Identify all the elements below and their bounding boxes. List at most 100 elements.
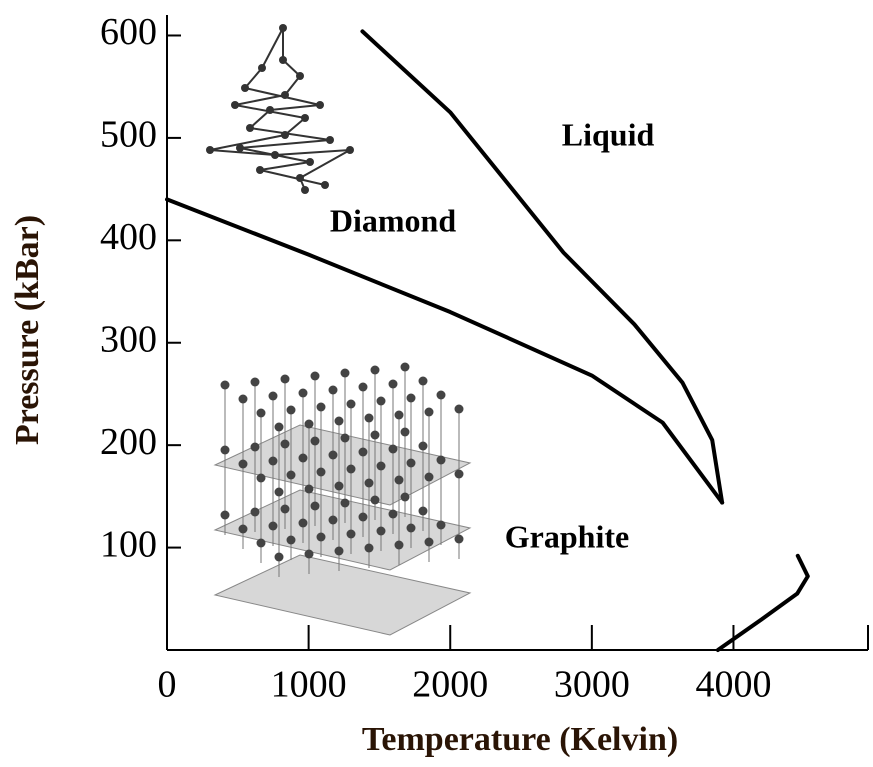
graphite-atom bbox=[250, 507, 260, 517]
graphite-atom bbox=[280, 439, 290, 449]
y-tick-label: 600 bbox=[100, 11, 157, 53]
graphite-atom bbox=[406, 523, 416, 533]
graphite-atom bbox=[418, 441, 428, 451]
graphite-atom bbox=[328, 385, 338, 395]
diamond-bond bbox=[209, 149, 276, 156]
graphite-atom bbox=[298, 388, 308, 398]
graphite-atom bbox=[274, 487, 284, 497]
graphite-atom bbox=[298, 453, 308, 463]
diamond-bond bbox=[261, 27, 284, 69]
graphite-atom bbox=[424, 407, 434, 417]
graphite-atom bbox=[400, 492, 410, 502]
graphite-atom bbox=[364, 413, 374, 423]
diamond-bond bbox=[259, 161, 311, 171]
graphite-atom bbox=[358, 382, 368, 392]
graphite-atom bbox=[316, 467, 326, 477]
diamond-atom bbox=[279, 24, 287, 32]
diamond-atom bbox=[326, 136, 334, 144]
graphite-atom bbox=[286, 535, 296, 545]
graphite-atom bbox=[436, 520, 446, 530]
graphite-atom bbox=[370, 430, 380, 440]
graphite-atom bbox=[298, 518, 308, 528]
graphite-atom bbox=[274, 552, 284, 562]
graphite-atom bbox=[238, 394, 248, 404]
graphite-atom bbox=[346, 399, 356, 409]
graphite-atom bbox=[358, 512, 368, 522]
graphite-atom bbox=[238, 459, 248, 469]
graphite-atom bbox=[256, 408, 266, 418]
graphite-atom bbox=[346, 529, 356, 539]
graphite-atom bbox=[364, 478, 374, 488]
graphite-atom bbox=[340, 433, 350, 443]
graphite-atom bbox=[370, 495, 380, 505]
diamond-atom bbox=[206, 146, 214, 154]
x-tick-label: 0 bbox=[158, 664, 177, 706]
graphite-atom bbox=[358, 447, 368, 457]
diamond-bond bbox=[269, 104, 321, 111]
diamond-atom bbox=[246, 124, 254, 132]
graphite-atom bbox=[454, 534, 464, 544]
diamond-bond bbox=[259, 169, 326, 186]
diamond-atom bbox=[281, 131, 289, 139]
graphite-atom bbox=[418, 376, 428, 386]
graphite-atom bbox=[454, 404, 464, 414]
diamond-atom bbox=[258, 64, 266, 72]
graphite-atom bbox=[424, 537, 434, 547]
graphite-atom bbox=[274, 422, 284, 432]
diamond-atom bbox=[241, 84, 249, 92]
graphite-atom bbox=[406, 393, 416, 403]
diamond-bond bbox=[249, 127, 331, 141]
graphite-atom bbox=[316, 532, 326, 542]
graphite-atom bbox=[220, 380, 230, 390]
graphite-atom bbox=[280, 374, 290, 384]
diamond-atom bbox=[301, 114, 309, 122]
region-label: Diamond bbox=[330, 202, 456, 238]
y-tick-label: 200 bbox=[100, 421, 157, 463]
diamond-atom bbox=[236, 144, 244, 152]
graphite-atom bbox=[304, 484, 314, 494]
diamond-atom bbox=[296, 174, 304, 182]
diamond-atom bbox=[279, 56, 287, 64]
diamond-atom bbox=[321, 181, 329, 189]
crystal-illustrations bbox=[206, 24, 472, 636]
graphite-atom bbox=[364, 543, 374, 553]
graphite-atom bbox=[340, 498, 350, 508]
diamond-atom bbox=[296, 72, 304, 80]
diamond-atom bbox=[306, 158, 314, 166]
x-tick-label: 1000 bbox=[271, 664, 347, 706]
graphite-atom bbox=[376, 396, 386, 406]
graphite-atom bbox=[340, 368, 350, 378]
graphite-atom bbox=[394, 540, 404, 550]
graphite-atom bbox=[310, 501, 320, 511]
graphite-atom bbox=[268, 456, 278, 466]
x-tick-label: 4000 bbox=[695, 664, 771, 706]
graphite-atom bbox=[418, 506, 428, 516]
graphite-atom bbox=[220, 445, 230, 455]
phase-boundary bbox=[715, 553, 810, 652]
diamond-bond bbox=[284, 75, 301, 96]
diamond-bond bbox=[274, 149, 351, 156]
graphite-atom bbox=[454, 469, 464, 479]
graphite-atom bbox=[316, 402, 326, 412]
graphite-atom bbox=[256, 473, 266, 483]
region-label: Graphite bbox=[505, 518, 629, 554]
y-tick-label: 400 bbox=[100, 216, 157, 258]
graphite-atom bbox=[250, 377, 260, 387]
graphite-atom bbox=[436, 390, 446, 400]
graphite-atom bbox=[436, 455, 446, 465]
diamond-atom bbox=[271, 151, 279, 159]
diamond-bond bbox=[244, 67, 263, 89]
diamond-atom bbox=[316, 101, 324, 109]
graphite-atom bbox=[328, 450, 338, 460]
diamond-atom bbox=[231, 101, 239, 109]
region-label: Liquid bbox=[562, 116, 655, 152]
graphite-layer bbox=[213, 554, 472, 636]
graphite-atom bbox=[334, 481, 344, 491]
graphite-atom bbox=[400, 362, 410, 372]
graphite-atom bbox=[250, 442, 260, 452]
graphite-atom bbox=[388, 379, 398, 389]
graphite-atom bbox=[268, 391, 278, 401]
graphite-atom bbox=[334, 546, 344, 556]
